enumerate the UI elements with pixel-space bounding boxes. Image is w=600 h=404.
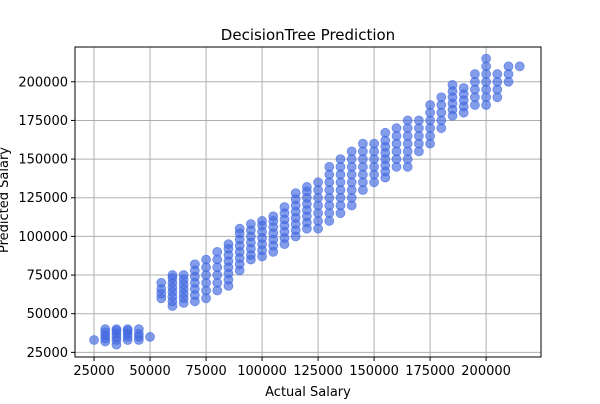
- y-tick-label: 75000: [27, 269, 68, 284]
- data-point: [313, 177, 323, 188]
- y-axis-ticks: 25000 50000 75000 100000 125000 150000 175000 2…: [18, 75, 75, 361]
- y-tick-label: 175000: [18, 114, 68, 129]
- x-tick-label: 75000: [185, 364, 226, 379]
- data-point: [268, 211, 279, 222]
- x-tick-label: 200000: [461, 364, 511, 379]
- x-tick-label: 25000: [73, 364, 114, 379]
- y-tick-label: 25000: [27, 346, 68, 361]
- data-point: [257, 216, 267, 226]
- data-point: [447, 79, 458, 90]
- data-point: [425, 100, 436, 110]
- data-point: [369, 138, 379, 149]
- data-point: [133, 324, 144, 335]
- data-point: [100, 324, 111, 335]
- data-point: [324, 161, 335, 172]
- data-point: [89, 335, 99, 345]
- data-point: [413, 115, 424, 126]
- plot-frame: [74, 46, 542, 358]
- data-point: [402, 115, 413, 126]
- y-tick-label: 200000: [18, 75, 68, 90]
- data-point: [503, 61, 514, 72]
- data-point: [122, 324, 133, 335]
- data-point: [380, 127, 391, 138]
- data-point: [189, 259, 200, 270]
- data-point: [301, 182, 312, 192]
- x-tick-label: 100000: [237, 364, 287, 379]
- data-point: [514, 61, 525, 72]
- data-point: [470, 69, 480, 79]
- y-tick-label: 125000: [18, 191, 68, 206]
- data-point: [492, 69, 503, 79]
- data-point: [234, 223, 245, 234]
- data-point: [178, 270, 189, 280]
- data-point: [279, 202, 290, 212]
- x-axis-label: Actual Salary: [265, 385, 351, 400]
- data-point: [346, 146, 357, 157]
- x-tick-label: 125000: [293, 364, 343, 379]
- data-point: [111, 324, 122, 335]
- y-axis-label: Predicted Salary: [0, 147, 12, 253]
- data-point: [335, 154, 346, 164]
- data-point: [245, 219, 256, 229]
- data-point: [223, 239, 234, 250]
- data-point: [156, 277, 167, 288]
- y-tick-label: 50000: [27, 307, 68, 322]
- data-point: [167, 270, 178, 280]
- x-tick-label: 150000: [349, 364, 399, 379]
- data-point: [481, 53, 492, 64]
- data-points: [89, 53, 525, 350]
- x-tick-label: 175000: [405, 364, 455, 379]
- data-point: [458, 83, 469, 93]
- x-tick-label: 50000: [129, 364, 170, 379]
- data-point: [436, 92, 447, 103]
- y-tick-label: 150000: [18, 153, 68, 168]
- y-tick-label: 100000: [18, 230, 68, 245]
- data-point: [290, 188, 301, 199]
- data-point: [357, 138, 368, 149]
- chart-title: DecisionTree Prediction: [221, 26, 395, 44]
- x-axis-ticks: 25000 50000 75000 100000 125000 150000 175000 2…: [73, 357, 511, 379]
- data-point: [201, 254, 211, 265]
- data-point: [145, 332, 155, 342]
- data-point: [212, 246, 223, 257]
- data-point: [391, 123, 402, 134]
